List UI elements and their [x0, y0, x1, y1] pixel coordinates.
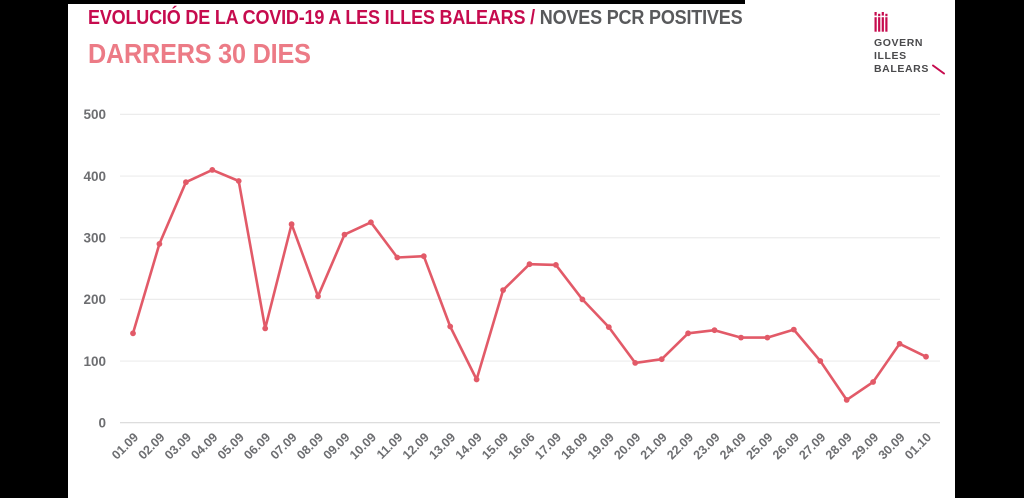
x-tick-label: 16.06 — [506, 430, 538, 462]
data-point — [579, 296, 586, 303]
x-tick-label: 27.09 — [796, 430, 828, 462]
letterbox-artifact — [0, 0, 745, 4]
x-tick-label: 20.09 — [611, 430, 643, 462]
x-tick-label: 29.09 — [849, 430, 881, 462]
page-title: EVOLUCIÓ DE LA COVID-19 A LES ILLES BALE… — [88, 7, 743, 30]
data-point — [447, 323, 454, 330]
y-tick-label: 500 — [83, 107, 106, 122]
x-tick-label: 08.09 — [294, 430, 326, 462]
logo-slash-icon — [931, 64, 945, 75]
x-tick-label: 05.09 — [215, 430, 247, 462]
x-tick-label: 21.09 — [638, 430, 670, 462]
y-tick-label: 0 — [98, 416, 106, 431]
logo-line-govern: GOVERN — [874, 37, 924, 49]
data-point — [738, 334, 744, 341]
x-tick-label: 14.09 — [453, 430, 485, 462]
x-tick-label: 09.09 — [321, 430, 353, 462]
data-point — [156, 241, 163, 247]
chart-panel: EVOLUCIÓ DE LA COVID-19 A LES ILLES BALE… — [68, 0, 955, 498]
page-title-primary: EVOLUCIÓ DE LA COVID-19 A LES ILLES BALE… — [88, 7, 540, 29]
data-point — [711, 327, 718, 334]
data-point — [473, 376, 480, 383]
data-point — [420, 253, 427, 260]
covid-data-line — [131, 168, 928, 402]
data-point — [341, 231, 348, 238]
x-tick-label: 02.09 — [136, 430, 168, 462]
page-subtitle: DARRERS 30 DIES — [88, 38, 311, 69]
data-point — [605, 324, 612, 330]
x-tick-label: 28.09 — [823, 430, 855, 462]
data-point — [262, 325, 269, 332]
data-point — [923, 353, 929, 360]
y-tick-label: 300 — [83, 231, 106, 246]
x-tick-label: 07.09 — [268, 430, 300, 462]
balearic-crest-icon — [874, 12, 888, 32]
chart-header: EVOLUCIÓ DE LA COVID-19 A LES ILLES BALE… — [88, 7, 815, 70]
data-point — [896, 340, 903, 347]
x-tick-label: 13.09 — [426, 430, 458, 462]
x-tick-label: 18.09 — [558, 430, 590, 462]
x-tick-label: 17.09 — [532, 430, 564, 462]
x-tick-label: 01.09 — [109, 430, 141, 462]
data-point — [130, 330, 136, 337]
data-point — [235, 178, 242, 184]
data-point — [368, 219, 374, 226]
data-point — [817, 358, 824, 364]
data-point — [500, 287, 506, 293]
x-tick-label: 15.09 — [479, 430, 511, 462]
data-point — [870, 379, 876, 385]
govern-illes-balears-logo: GOVERN ILLES BALEARS — [874, 12, 946, 76]
y-tick-label: 400 — [83, 169, 106, 184]
page-title-secondary: NOVES PCR POSITIVES — [539, 7, 743, 29]
x-tick-label: 04.09 — [188, 430, 220, 462]
data-point — [685, 330, 691, 337]
logo-line-illes: ILLES — [874, 50, 907, 62]
y-tick-label: 100 — [83, 354, 106, 369]
data-point — [183, 179, 189, 186]
x-tick-label: 11.09 — [374, 430, 406, 462]
data-point — [315, 293, 321, 300]
x-tick-label: 10.09 — [347, 430, 379, 462]
data-point — [658, 356, 665, 363]
x-tick-label: 26.09 — [770, 430, 802, 462]
data-point — [394, 254, 401, 261]
x-tick-label: 01.10 — [902, 430, 934, 462]
data-point — [209, 167, 216, 173]
x-tick-label: 12.09 — [400, 430, 432, 462]
data-point — [764, 334, 771, 341]
x-tick-label: 23.09 — [691, 430, 723, 462]
x-tick-label: 19.09 — [585, 430, 617, 462]
data-point — [843, 397, 850, 403]
x-tick-label: 03.09 — [162, 430, 194, 462]
logo-line-balears-row: BALEARS — [874, 63, 946, 76]
data-point — [553, 262, 559, 268]
data-point — [632, 360, 639, 366]
x-tick-label: 22.09 — [664, 430, 696, 462]
y-tick-label: 200 — [83, 292, 106, 307]
x-tick-label: 24.09 — [717, 430, 749, 462]
line-chart: 0 100 200 300 400 500 01.0902.0903.0904.0905.0… — [83, 107, 940, 462]
x-tick-label: 25.09 — [744, 430, 776, 462]
data-point — [526, 261, 533, 268]
data-point — [288, 221, 295, 228]
x-tick-label: 06.09 — [241, 430, 273, 462]
data-point — [790, 326, 797, 333]
logo-line-balears: BALEARS — [874, 63, 929, 75]
x-tick-label: 30.09 — [876, 430, 908, 462]
